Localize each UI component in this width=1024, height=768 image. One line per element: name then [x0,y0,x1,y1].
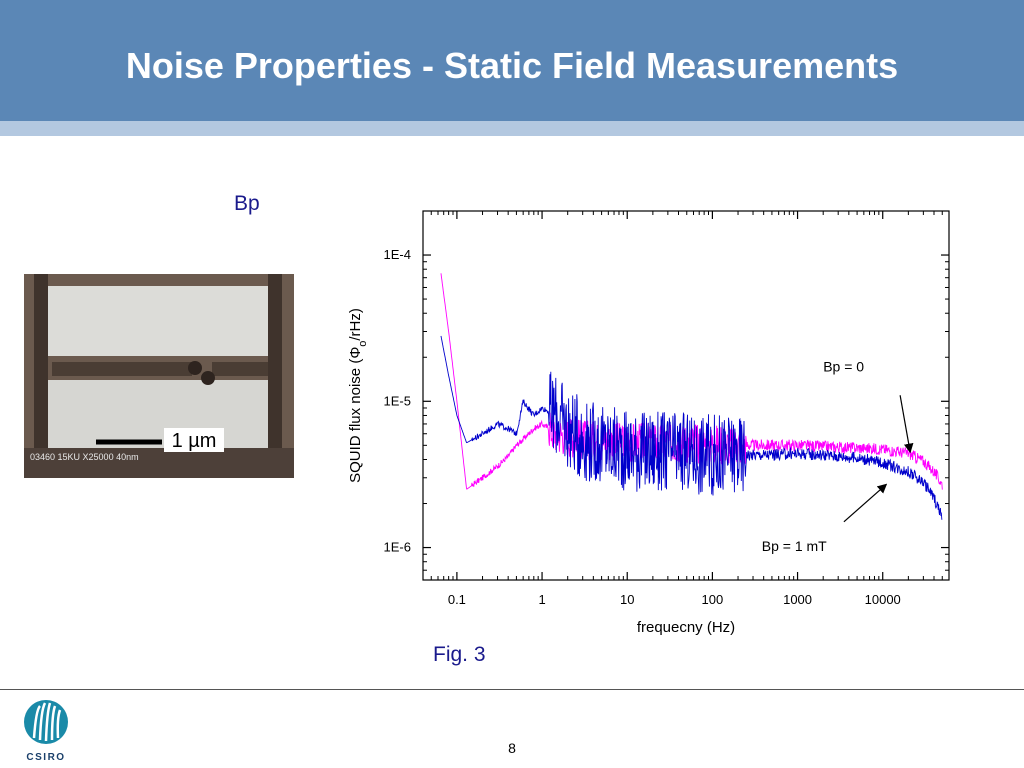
title-bar [0,0,1024,121]
annotation-label: Bp = 1 mT [762,538,827,554]
x-tick-label: 10 [620,592,634,607]
logo-text: CSIRO [26,752,65,763]
scale-bar-label: 1 µm [172,430,217,452]
noise-chart: 0.1 1 10 100 1000 10000 1E-6 1E-5 1E-4 Bp = 0 Bp =… [347,210,950,636]
bp-label: Bp [234,192,260,215]
y-tick-label: 1E-4 [384,247,411,262]
x-tick-label: 0.1 [448,592,466,607]
series-line-bp-1mt [440,335,943,520]
annotation-arrow [843,483,888,523]
csiro-logo: CSIRO [24,700,68,763]
x-tick-label: 1000 [783,592,812,607]
page-number: 8 [508,740,516,756]
y-tick-label: 1E-6 [384,540,411,555]
footer-divider [0,689,1024,690]
y-axis-label: SQUID flux noise (Φo/rHz) [347,308,369,483]
x-tick-label: 1 [538,592,545,607]
annotation-arrow [899,395,914,454]
slide-title: Noise Properties - Static Field Measurem… [125,45,899,86]
title-bar-stripe [0,121,1024,136]
x-tick-label: 10000 [865,592,901,607]
micrograph-info-text: 03460 15KU X25000 40nm [30,452,139,462]
y-tick-label: 1E-5 [384,393,411,408]
sem-micrograph: 1 µm 03460 15KU X25000 40nm [24,274,294,478]
x-axis-label: frequecny (Hz) [637,619,735,636]
figure-caption: Fig. 3 [433,643,486,666]
annotation-label: Bp = 0 [823,358,864,374]
plot-frame [422,210,950,581]
x-tick-label: 100 [702,592,724,607]
